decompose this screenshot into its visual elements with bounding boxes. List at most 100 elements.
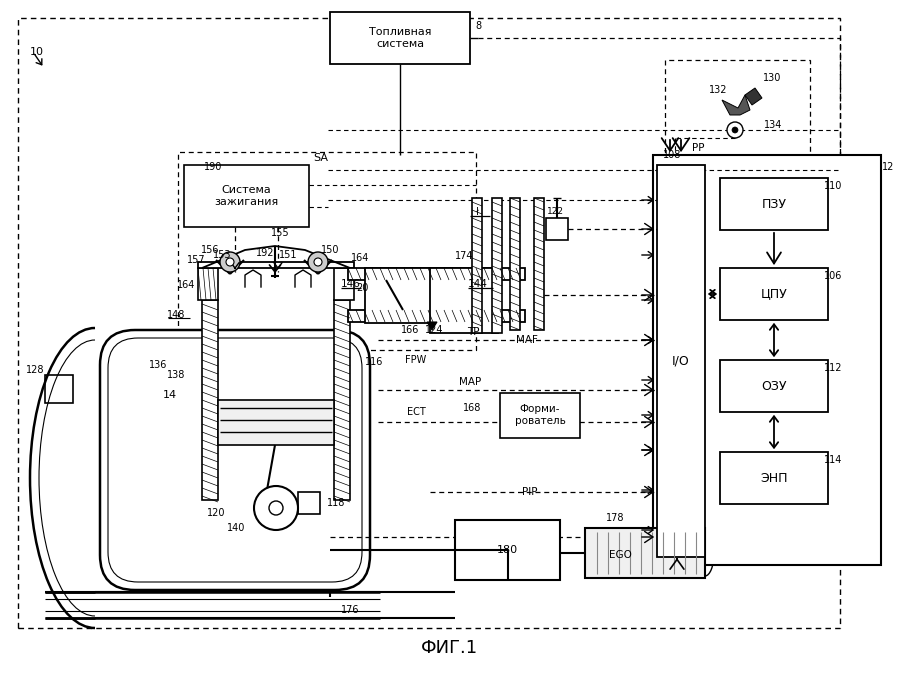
Text: SA: SA [314,153,328,163]
Text: 174: 174 [455,251,473,261]
Polygon shape [745,88,762,105]
Circle shape [220,252,240,272]
Circle shape [727,122,743,138]
Text: 144: 144 [468,279,488,289]
Text: FPW: FPW [405,355,427,365]
Bar [298,492,320,514]
Bar [546,218,568,240]
Text: 14: 14 [163,390,177,400]
Text: 180: 180 [497,545,518,555]
Bar [455,520,560,580]
Bar [585,528,705,578]
Text: 108: 108 [663,150,681,160]
Bar [198,262,354,268]
Text: TP: TP [467,327,479,337]
Text: EGO: EGO [609,550,631,560]
Text: Система
зажигания: Система зажигания [214,185,279,207]
Polygon shape [427,322,437,330]
Text: 122: 122 [547,207,564,217]
Text: 164: 164 [351,253,369,263]
Bar [653,155,881,565]
Polygon shape [722,95,750,115]
Text: ł: ł [476,207,478,217]
Bar [348,310,525,322]
Text: PP: PP [691,143,704,153]
Bar [492,198,502,333]
Text: 156: 156 [200,245,219,255]
Text: 112: 112 [823,363,842,373]
Text: 136: 136 [149,360,167,370]
Bar [184,165,309,227]
Bar [348,268,525,280]
Text: ОЗУ: ОЗУ [761,379,787,392]
Bar [720,178,828,230]
Text: 164: 164 [177,280,195,290]
Text: ЦПУ: ЦПУ [761,288,788,300]
Text: ФИГ.1: ФИГ.1 [421,639,478,657]
Bar [430,268,498,333]
FancyBboxPatch shape [100,330,370,590]
Text: 176: 176 [341,605,360,615]
Text: 120: 120 [207,508,226,518]
Text: Форми-
рователь: Форми- рователь [514,404,565,426]
Bar [198,268,218,300]
Text: 166: 166 [401,325,419,335]
Bar [334,268,354,300]
Bar [665,60,810,155]
Text: ECT: ECT [406,407,425,417]
Text: 132: 132 [708,85,727,95]
Text: ПЗУ: ПЗУ [761,198,787,211]
Text: 146: 146 [341,279,360,289]
Bar [365,268,450,323]
Text: 168: 168 [463,403,481,413]
Text: 153: 153 [213,250,231,260]
Text: 128: 128 [26,365,44,375]
Text: 130: 130 [763,73,781,83]
Text: 10: 10 [30,47,44,57]
Text: 8: 8 [475,21,481,31]
Bar [334,300,350,500]
Text: ЭНП: ЭНП [761,472,788,485]
Bar [45,375,73,403]
Text: 12: 12 [882,162,895,172]
Circle shape [732,127,738,133]
Text: Топливная
система: Топливная система [369,27,432,49]
Text: 190: 190 [204,162,222,172]
Bar [178,152,476,350]
Text: MAF: MAF [516,335,538,345]
Circle shape [314,258,322,266]
Text: 20: 20 [356,283,369,293]
Text: 148: 148 [167,310,185,320]
Text: 116: 116 [365,357,383,367]
Text: 150: 150 [321,245,339,255]
Text: I/O: I/O [672,354,690,367]
Circle shape [269,501,283,515]
Bar [202,300,218,500]
Circle shape [308,252,328,272]
Text: 138: 138 [167,370,185,380]
Bar [472,198,482,333]
Bar [500,393,580,438]
Bar [218,400,334,445]
Bar [534,198,544,330]
Text: 155: 155 [271,228,289,238]
Bar [657,165,705,557]
Text: MAP: MAP [458,377,481,387]
Bar [720,360,828,412]
Text: 178: 178 [606,513,624,523]
Text: 157: 157 [187,255,205,265]
Text: 140: 140 [227,523,245,533]
Text: 114: 114 [823,455,842,465]
Bar [330,12,470,64]
Text: 110: 110 [823,181,842,191]
Bar [510,198,520,330]
Text: 134: 134 [764,120,782,130]
Text: 118: 118 [327,498,345,508]
Text: 124: 124 [424,325,443,335]
Bar [720,452,828,504]
Bar [720,268,828,320]
Text: 192: 192 [255,248,274,258]
Text: 151: 151 [279,250,298,260]
Text: 106: 106 [823,271,842,281]
Circle shape [254,486,298,530]
